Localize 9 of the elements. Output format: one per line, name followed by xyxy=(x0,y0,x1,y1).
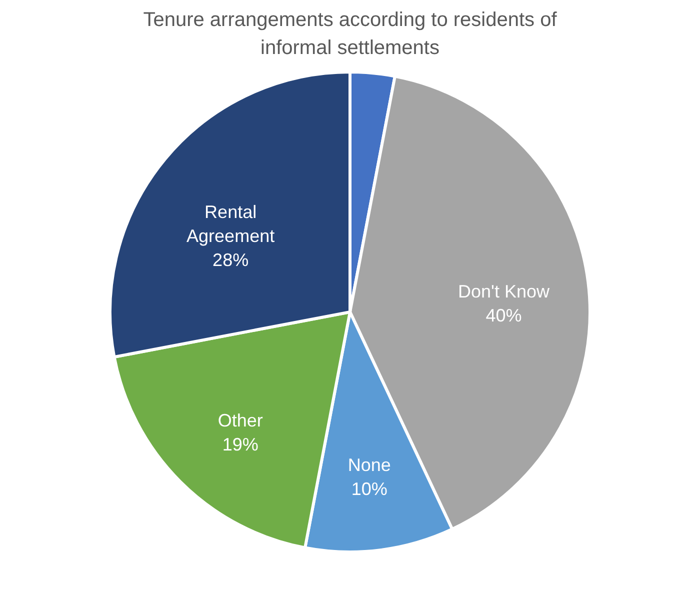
data-label: 19% xyxy=(222,434,258,455)
slice-label: Rental Agreement xyxy=(186,202,275,246)
slice-label: Other xyxy=(218,410,263,431)
data-label: 28% xyxy=(212,250,249,270)
chart-title: Tenure arrangements according to residents of informal settlements xyxy=(143,9,558,59)
data-label: 40% xyxy=(486,306,522,326)
slice-label: None xyxy=(348,454,391,475)
data-label: 10% xyxy=(351,478,388,499)
slice-label: Don't Know xyxy=(458,282,551,302)
